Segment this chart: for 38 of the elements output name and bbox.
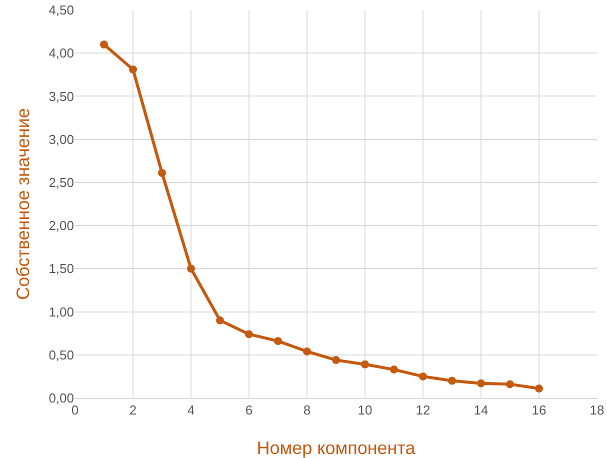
x-tick-label: 10 (358, 402, 372, 418)
y-tick-label: 0,00 (48, 390, 74, 406)
point (390, 366, 398, 374)
x-tick-label: 6 (245, 402, 253, 418)
point (100, 40, 108, 48)
x-tick-label: 2 (129, 402, 137, 418)
x-tick-label: 18 (590, 402, 604, 418)
y-tick-label: 2,00 (48, 218, 74, 234)
x-tick-label: 0 (71, 402, 79, 418)
point (274, 337, 282, 346)
x-tick-label: 16 (532, 402, 546, 418)
y-tick-label: 4,50 (48, 2, 74, 18)
point (129, 65, 137, 74)
point (448, 376, 456, 385)
point (332, 356, 340, 364)
point (419, 372, 427, 380)
x-tick-label: 4 (187, 402, 195, 418)
y-axis-title: Собственное значение (13, 108, 33, 300)
y-tick-label: 3,00 (48, 132, 74, 147)
y-tick-label: 3,50 (48, 88, 74, 104)
point (216, 316, 224, 324)
point (477, 379, 485, 388)
x-tick-label: 14 (474, 402, 488, 418)
point (187, 264, 195, 273)
y-tick-label: 1,00 (48, 304, 74, 320)
point (303, 347, 311, 356)
y-tick-label: 1,50 (48, 261, 74, 276)
point (535, 384, 543, 393)
point (361, 360, 369, 368)
x-axis-title: Номер компонента (256, 438, 416, 458)
y-tick-label: 2,50 (48, 174, 74, 190)
y-tick-label: 4,00 (48, 46, 74, 61)
point (158, 168, 166, 177)
point (506, 380, 514, 388)
x-tick-label: 12 (416, 402, 430, 418)
y-tick-label: 0,50 (48, 347, 74, 362)
point (245, 330, 253, 338)
x-tick-label: 8 (303, 402, 311, 418)
